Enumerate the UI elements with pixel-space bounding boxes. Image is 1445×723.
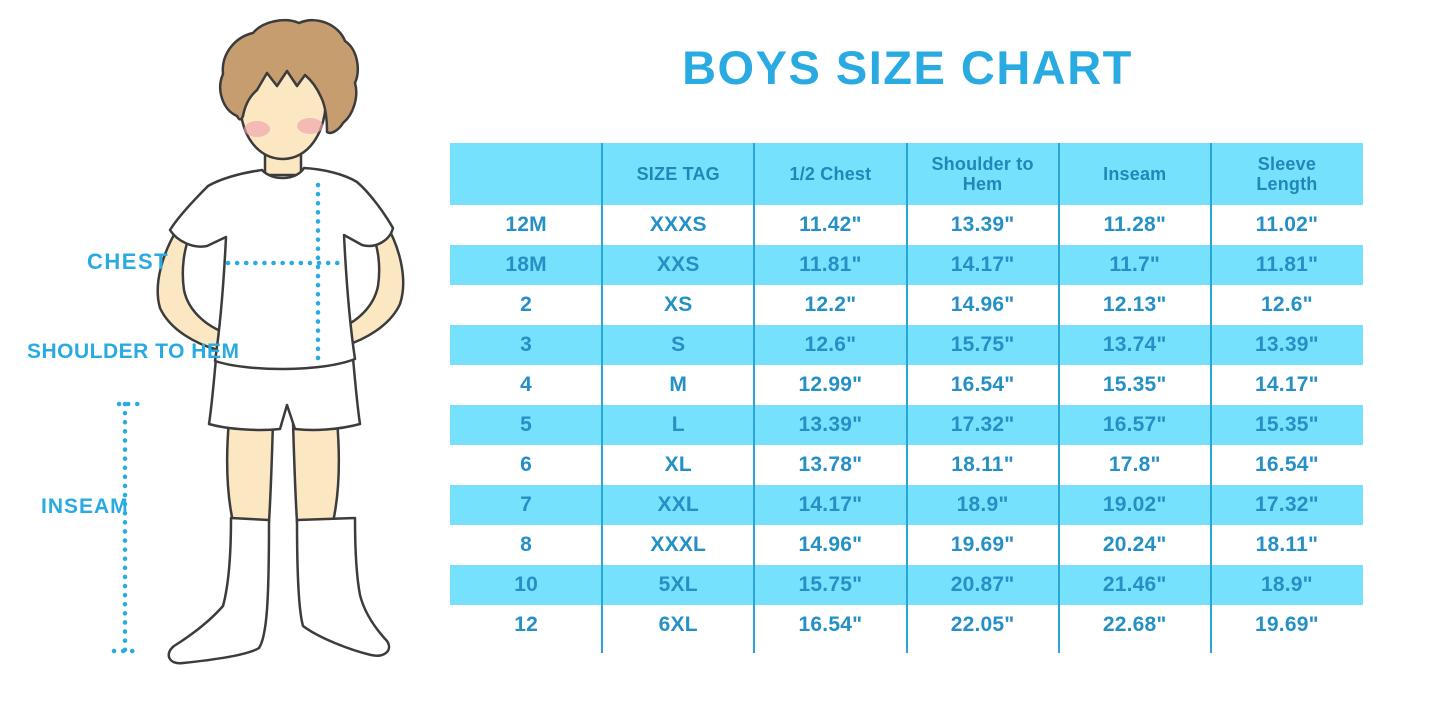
boy-left-sock [167, 516, 271, 665]
table-cell: 19.69" [950, 533, 1015, 556]
table-cell: 15.35" [1255, 413, 1319, 436]
table-cell: 12.2" [804, 293, 857, 316]
table-cell: 12.99" [798, 373, 863, 396]
boy-figure: CHEST SHOULDER TO HEM INSEAM [0, 0, 450, 723]
table-cell: 18.11" [951, 453, 1014, 476]
boy-right-leg [291, 418, 341, 524]
inseam-label: INSEAM [41, 495, 129, 518]
table-cell: 10 [514, 573, 538, 596]
chest-label: CHEST [87, 249, 170, 274]
table-cell: 19.02" [1102, 493, 1167, 516]
table-cell: 19.69" [1255, 613, 1319, 636]
table-cell: 2 [520, 293, 533, 316]
table-cell: 20.87" [950, 573, 1015, 596]
table-cell: 17.32" [950, 413, 1015, 436]
table-cell: 5XL [658, 573, 698, 596]
table-cell: 14.17" [1255, 373, 1319, 396]
table-cell: 11.81" [1255, 253, 1319, 276]
boy-left-leg [225, 418, 275, 524]
table-cell: 11.42" [799, 213, 862, 236]
table-cell: 11.28" [1103, 213, 1167, 236]
table-cell: 15.75" [798, 573, 863, 596]
table-cell: S [671, 333, 686, 356]
table-cell: 17.32" [1255, 493, 1319, 516]
table-cell: 5 [520, 413, 533, 436]
table-cell: 12.6" [804, 333, 857, 356]
table-cell: 22.68" [1102, 613, 1167, 636]
boy-right-cheek [297, 118, 323, 134]
table-cell: 6XL [658, 613, 698, 636]
table-cell: 12.13" [1102, 293, 1167, 316]
page-title: BOYS SIZE CHART [682, 41, 1133, 94]
boy-hair [219, 18, 359, 135]
table-cell: 12 [514, 613, 538, 636]
column-header: SIZE TAG [636, 163, 720, 184]
table-cell: 13.39" [798, 413, 863, 436]
table-cell: 12.6" [1260, 293, 1313, 316]
table-cell: XXXS [649, 213, 707, 236]
table-cell: 11.81" [799, 253, 862, 276]
table-cell: 22.05" [950, 613, 1015, 636]
table-cell: 16.54" [950, 373, 1015, 396]
table-cell: 18.9" [956, 493, 1009, 516]
column-divider [601, 143, 604, 653]
table-cell: 16.54" [1255, 453, 1319, 476]
table-cell: 15.75" [950, 333, 1015, 356]
boy-illustration [111, 18, 405, 665]
table-cell: 14.96" [798, 533, 863, 556]
table-cell: 6 [520, 453, 533, 476]
table-cell: 18.9" [1260, 573, 1313, 596]
table-cell: 13.78" [798, 453, 863, 476]
table-cell: XXXL [650, 533, 707, 556]
boy-right-sock [295, 516, 391, 657]
table-cell: XXS [656, 253, 700, 276]
size-table: SIZE TAG 1/2 Chest Shoulder to Hem Inseam Sl… [450, 143, 1363, 653]
boy-shirt [168, 166, 395, 371]
table-cell: 16.54" [798, 613, 863, 636]
shoulder-to-hem-label: SHOULDER TO HEM [27, 340, 240, 363]
table-cell: 3 [520, 333, 533, 356]
boy-left-cheek [244, 121, 270, 137]
table-cell: 13.39" [1255, 333, 1319, 356]
table-cell: 8 [520, 533, 533, 556]
column-header: Inseam [1103, 163, 1167, 184]
table-cell: 18M [505, 253, 547, 276]
column-header: Shoulder to Hem [931, 153, 1034, 194]
table-cell: XL [664, 453, 692, 476]
table-cell: 12M [505, 213, 547, 236]
table-cell: 11.02" [1255, 213, 1319, 236]
table-cell: 14.17" [798, 493, 863, 516]
table-cell: XXL [657, 493, 699, 516]
table-cell: 17.8" [1108, 453, 1161, 476]
column-divider [1209, 143, 1212, 653]
table-cell: 4 [520, 373, 533, 396]
table-cell: 13.74" [1102, 333, 1167, 356]
column-divider [905, 143, 908, 653]
column-divider [753, 143, 756, 653]
table-cell: 15.35" [1102, 373, 1167, 396]
table-cell: 7 [520, 493, 533, 516]
column-header: 1/2 Chest [789, 163, 872, 184]
table-cell: L [671, 413, 685, 436]
column-header: Sleeve Length [1256, 153, 1318, 194]
column-divider [1057, 143, 1060, 653]
table-cell: 14.17" [950, 253, 1015, 276]
table-cell: 11.7" [1109, 253, 1161, 276]
table-cell: 16.57" [1102, 413, 1167, 436]
table-cell: 18.11" [1255, 533, 1319, 556]
table-cell: 21.46" [1102, 573, 1167, 596]
table-cell: XS [664, 293, 693, 316]
table-cell: 13.39" [950, 213, 1015, 236]
table-cell: 20.24" [1102, 533, 1167, 556]
table-cell: M [669, 373, 688, 396]
table-cell: 14.96" [950, 293, 1015, 316]
